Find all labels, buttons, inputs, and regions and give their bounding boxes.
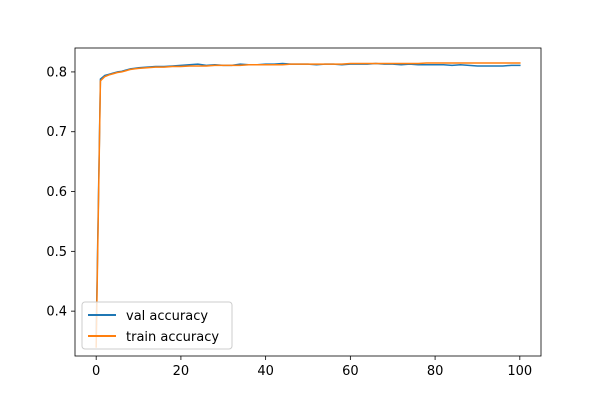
x-tick-label: 0	[92, 364, 100, 379]
x-tick-label: 20	[173, 364, 190, 379]
y-axis-ticks: 0.4 0.5 0.6 0.7 0.8	[46, 65, 75, 320]
x-axis-ticks: 0 20 40 60 80 100	[92, 356, 532, 379]
x-tick-label: 40	[257, 364, 274, 379]
series-line-train-accuracy	[95, 62, 521, 348]
y-tick-label: 0.7	[46, 125, 67, 140]
legend: val accuracy train accuracy	[81, 301, 233, 350]
legend-label-val-accuracy: val accuracy	[126, 309, 208, 324]
series-layer	[95, 62, 521, 348]
x-tick-label: 100	[507, 364, 532, 379]
legend-box	[81, 301, 233, 350]
y-tick-label: 0.8	[46, 65, 67, 80]
y-tick-label: 0.4	[46, 305, 67, 320]
y-tick-label: 0.6	[46, 185, 67, 200]
y-tick-label: 0.5	[46, 245, 67, 260]
plot-frame	[74, 47, 542, 357]
x-tick-label: 80	[427, 364, 444, 379]
x-tick-label: 60	[342, 364, 359, 379]
legend-label-train-accuracy: train accuracy	[126, 330, 219, 345]
